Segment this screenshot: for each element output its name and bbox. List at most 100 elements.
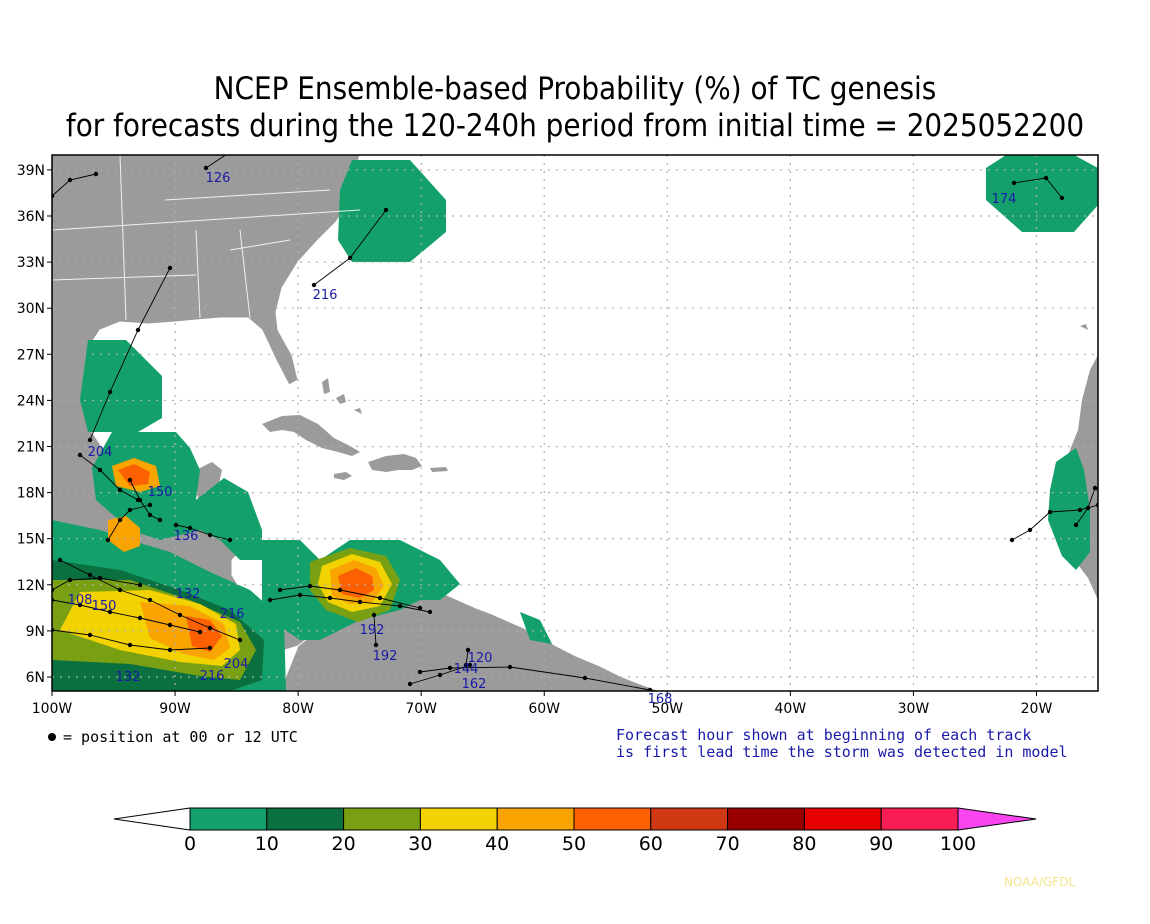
lat-label: 12N	[17, 578, 45, 594]
colorbar-label: 100	[940, 833, 976, 855]
track-position-dot	[105, 537, 111, 543]
track-start-hour-label: 168	[648, 692, 673, 707]
track-position-dot	[1011, 180, 1017, 186]
track-position-dot	[187, 525, 193, 531]
prob-area-atlantic-north	[338, 160, 446, 262]
colorbar-over-arrow	[957, 807, 1037, 831]
track-start-hour-label: 216	[313, 288, 338, 303]
lon-label: 40W	[775, 701, 807, 717]
track-position-dot	[177, 612, 183, 618]
land-hispaniola	[368, 454, 422, 472]
track-start-hour-label: 132	[116, 670, 141, 685]
track-position-dot	[347, 255, 353, 261]
track-start-hour-label: 126	[206, 171, 231, 186]
track-position-dot	[397, 603, 403, 609]
track-start-hour-label: 216	[200, 669, 225, 684]
chart-title-line-2: for forecasts during the 120-240h period…	[65, 108, 1085, 144]
track-position-dot	[1043, 175, 1049, 181]
track-start-hour-label: 108	[68, 593, 93, 608]
storm-track	[89, 267, 171, 441]
track-position-dot	[582, 675, 588, 681]
track-position-dot	[173, 522, 179, 528]
track-position-dot	[77, 602, 83, 608]
prob-area-gulf	[80, 340, 162, 432]
track-position-dot	[1073, 522, 1079, 528]
forecast-hour-note: Forecast hour shown at beginning of each…	[616, 727, 1068, 761]
track-position-dot	[1085, 505, 1091, 511]
forecast-note-line-1: Forecast hour shown at beginning of each…	[616, 726, 1032, 744]
track-position-dot	[77, 452, 83, 458]
lat-label: 9N	[26, 624, 45, 640]
track-position-dot	[117, 587, 123, 593]
prob-area-pacific-orange	[108, 516, 140, 552]
lat-label: 30N	[17, 301, 45, 317]
storm-track	[1075, 487, 1098, 526]
colorbar-bin	[419, 807, 498, 831]
lon-label: 90W	[159, 701, 191, 717]
lon-label: 100W	[32, 701, 73, 717]
track-start-hour-label: 216	[220, 607, 245, 622]
land-bahamas	[322, 378, 362, 414]
storm-track	[129, 479, 161, 521]
track-start-hour-label: 132	[176, 587, 201, 602]
track-position-dot	[277, 587, 283, 593]
track-start-hour-label: 120	[468, 651, 493, 666]
map-gridlines	[52, 155, 1098, 691]
track-position-dot	[97, 575, 103, 581]
track-position-dot	[647, 687, 653, 691]
track-position-dot	[167, 647, 173, 653]
colorbar-bin	[343, 807, 421, 831]
colorbar-under-arrow	[113, 807, 191, 831]
track-position-dot	[207, 645, 213, 651]
track-position-dot	[465, 647, 471, 653]
colorbar-label: 90	[869, 833, 893, 855]
track-position-dot	[267, 597, 273, 603]
state-borders	[52, 155, 361, 321]
track-position-dot	[93, 171, 99, 177]
track-position-dot	[117, 487, 123, 493]
track-position-dot	[137, 497, 143, 503]
track-position-dot	[167, 265, 173, 271]
credit-label: NOAA/GFDL	[1004, 875, 1076, 889]
track-position-dot	[137, 615, 143, 621]
prob-area-atlantic-east	[986, 155, 1098, 232]
lat-label: 24N	[17, 393, 45, 409]
track-position-dot	[1059, 195, 1065, 201]
colorbar-bin	[189, 807, 268, 831]
track-position-dot	[87, 572, 93, 578]
storm-track	[373, 614, 377, 646]
track-position-dot	[371, 612, 377, 618]
track-position-dot	[227, 537, 233, 543]
track-position-dot	[57, 557, 63, 563]
track-position-dot	[297, 592, 303, 598]
lat-label: 36N	[17, 209, 45, 225]
storm-track	[269, 594, 431, 613]
track-position-dot	[327, 595, 333, 601]
storm-track	[175, 524, 231, 541]
land-cuba	[262, 415, 360, 456]
track-position-dot	[463, 662, 469, 668]
track-position-dot	[427, 609, 433, 615]
storm-track	[107, 504, 151, 541]
storm-track	[52, 599, 201, 633]
track-position-dot	[137, 582, 143, 588]
track-position-dot	[311, 282, 317, 288]
prob-area-epac-60	[186, 616, 222, 652]
lon-label: 50W	[651, 701, 683, 717]
track-position-dot	[147, 512, 153, 518]
track-position-dot	[1077, 507, 1083, 513]
track-position-dot	[107, 389, 113, 395]
colorbar-label: 50	[562, 833, 586, 855]
storm-track	[205, 155, 227, 169]
lat-label: 27N	[17, 347, 45, 363]
track-position-dot	[127, 642, 133, 648]
prob-area-africa	[1048, 448, 1090, 570]
lon-label: 80W	[282, 701, 314, 717]
track-position-dot	[234, 146, 238, 150]
legend-marker-text: = position at 00 or 12 UTC	[63, 728, 298, 746]
track-position-dot	[207, 532, 213, 538]
track-position-dot	[1009, 537, 1015, 543]
track-start-hour-label: 192	[373, 649, 398, 664]
colorbar-bin	[880, 807, 959, 831]
